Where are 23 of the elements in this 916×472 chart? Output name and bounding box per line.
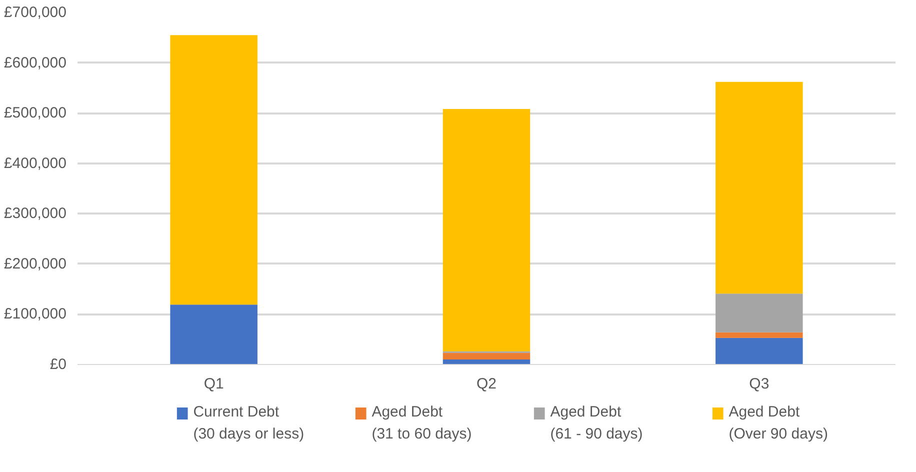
y-tick-label: £100,000	[4, 306, 67, 323]
bar	[170, 304, 258, 364]
y-tick-label: £200,000	[4, 255, 67, 272]
legend-label: Aged Debt (61 - 90 days)	[550, 404, 643, 443]
bar	[442, 352, 530, 360]
legend-label: Current Debt (30 days or less)	[193, 404, 304, 443]
legend-label: Aged Debt (Over 90 days)	[728, 404, 828, 443]
bar	[716, 294, 803, 332]
bar	[716, 338, 803, 364]
y-tick-label: £0	[50, 356, 67, 373]
y-tick-label: £700,000	[4, 4, 67, 21]
y-tick-label: £500,000	[4, 104, 67, 122]
y-tick-label: £300,000	[4, 205, 67, 222]
y-tick-label: £400,000	[4, 154, 67, 172]
y-tick-label: £600,000	[4, 54, 67, 72]
x-tick-label: Q3	[749, 376, 770, 392]
bar	[442, 109, 530, 352]
bar	[716, 332, 803, 338]
bar	[170, 35, 258, 305]
x-tick-label: Q2	[476, 376, 497, 392]
legend-label: Aged Debt (31 to 60 days)	[372, 404, 472, 443]
x-tick-label: Q1	[204, 376, 224, 392]
bar	[716, 82, 803, 294]
